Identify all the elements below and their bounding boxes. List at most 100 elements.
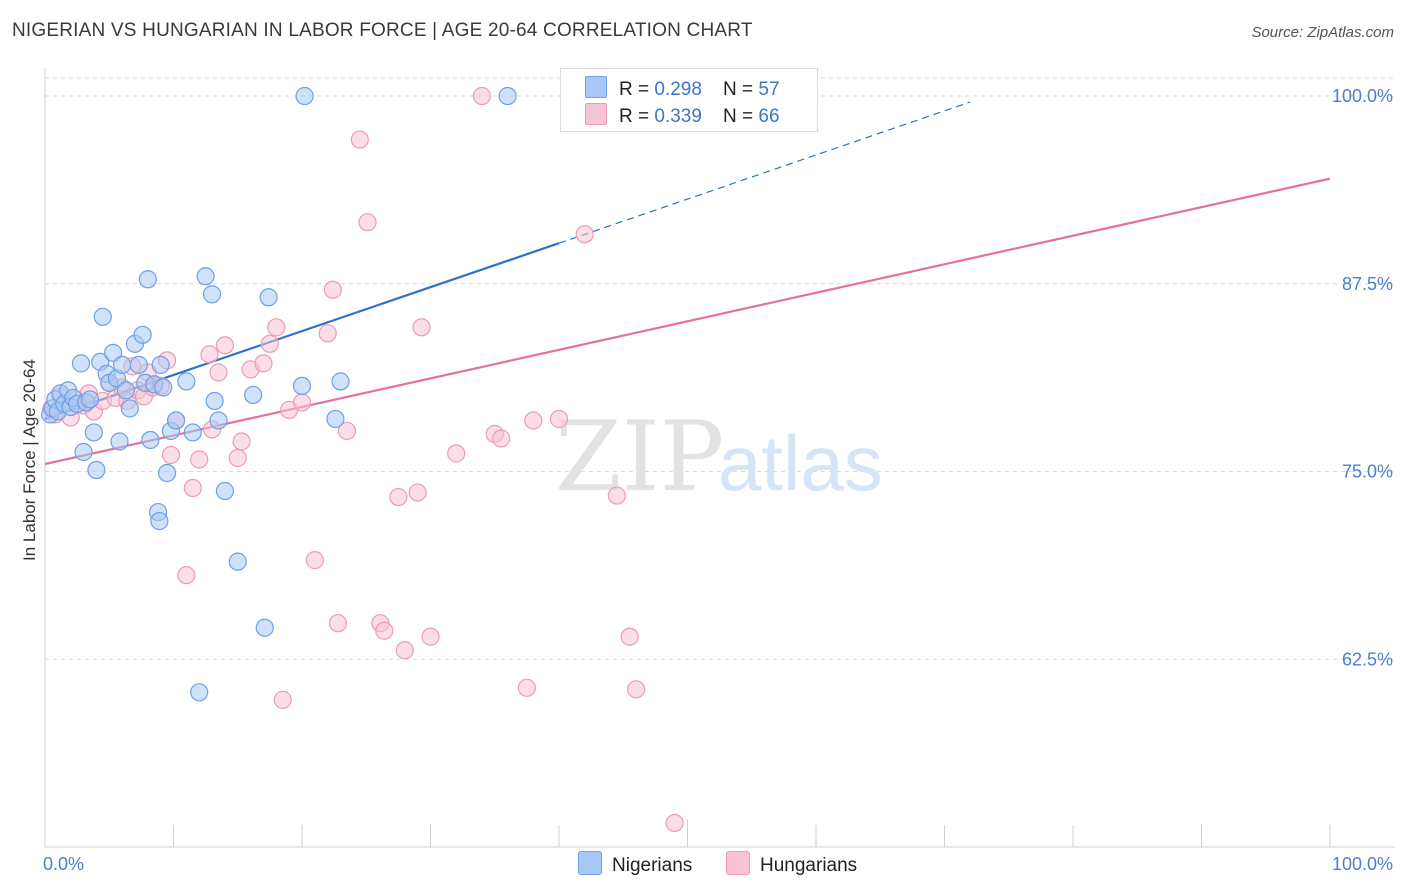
hungarian-point <box>358 213 377 232</box>
nigerian-point <box>295 86 314 106</box>
nigerians-legend-swatch <box>578 851 602 875</box>
hungarians-legend-label: Hungarians <box>760 855 858 876</box>
nigerians-swatch <box>585 76 607 98</box>
hungarian-point <box>395 641 414 660</box>
axes <box>44 68 1395 848</box>
data-points <box>41 86 723 833</box>
hungarian-point <box>549 409 569 429</box>
hungarian-point <box>620 627 639 646</box>
hungarians-r-value: 0.339 <box>654 106 702 127</box>
hungarian-point <box>228 448 247 468</box>
nigerian-point <box>71 354 91 373</box>
nigerian-point <box>331 372 350 391</box>
nigerians-legend-label: Nigerians <box>612 855 693 876</box>
nigerian-point <box>202 285 222 304</box>
nigerian-point <box>110 432 129 451</box>
nigerians-r-value: 0.298 <box>654 79 702 100</box>
nigerian-point <box>183 423 202 442</box>
nigerian-point <box>292 376 312 396</box>
nigerian-point <box>138 270 157 289</box>
nigerian-point <box>133 325 152 344</box>
legend-row-hungarians: R = 0.339 N = 66 <box>585 103 780 129</box>
hungarian-point <box>626 680 646 699</box>
legend-row-nigerians: R = 0.298 N = 57 <box>585 76 780 102</box>
hungarian-point <box>215 336 234 355</box>
hungarian-point <box>273 690 292 709</box>
correlation-legend: R = 0.298 N = 57 R = 0.339 N = 66 <box>560 68 818 132</box>
source-label: Source: ZipAtlas.com <box>1251 24 1394 41</box>
hungarian-point <box>447 444 466 463</box>
nigerian-point <box>154 378 173 397</box>
nigerian-point <box>259 288 278 307</box>
y-tick-label: 100.0% <box>1332 86 1393 106</box>
hungarian-point <box>267 318 286 337</box>
y-tick-label: 62.5% <box>1342 649 1393 669</box>
hungarian-point <box>328 614 348 633</box>
nigerian-point <box>209 411 228 430</box>
r-label: R = <box>619 106 655 127</box>
nigerian-point <box>326 409 345 429</box>
nigerian-point <box>93 307 112 326</box>
nigerian-point <box>196 267 215 286</box>
hungarian-point <box>472 86 491 106</box>
chart-title: NIGERIAN VS HUNGARIAN IN LABOR FORCE | A… <box>12 20 753 41</box>
nigerian-point <box>74 442 93 462</box>
nigerian-point <box>104 343 123 362</box>
hungarian-point <box>323 280 342 299</box>
hungarian-trend-line <box>44 177 1331 466</box>
nigerian-trend-extension <box>558 101 971 244</box>
nigerian-point <box>228 552 247 571</box>
y-tick-label: 87.5% <box>1342 274 1393 294</box>
x-tick-label-max: 100.0% <box>1332 854 1393 874</box>
nigerian-point <box>244 385 263 405</box>
nigerian-point <box>129 355 148 374</box>
hungarian-point <box>421 627 440 646</box>
nigerian-point <box>151 355 170 374</box>
hungarian-point <box>524 411 543 430</box>
nigerian-point <box>498 86 517 106</box>
hungarian-point <box>318 324 337 343</box>
hungarians-n-value: 66 <box>758 106 780 127</box>
hungarian-point <box>375 621 394 640</box>
hungarians-legend-swatch <box>726 851 750 875</box>
watermark-zip: ZIP <box>555 401 724 513</box>
n-label: N = <box>723 106 759 127</box>
nigerian-point <box>190 683 209 702</box>
hungarian-point <box>305 551 324 570</box>
hungarian-point <box>337 421 357 441</box>
hungarian-point <box>254 354 273 373</box>
hungarian-point <box>607 486 626 505</box>
hungarian-point <box>665 813 684 833</box>
hungarian-point <box>412 318 431 337</box>
r-label: R = <box>619 79 655 100</box>
hungarian-point <box>350 130 369 149</box>
nigerian-point <box>141 430 160 450</box>
hungarians-swatch <box>585 103 607 125</box>
nigerian-point <box>150 511 169 531</box>
n-label: N = <box>723 79 759 100</box>
nigerian-point <box>116 381 136 400</box>
nigerian-point <box>205 391 224 411</box>
hungarian-point <box>389 487 408 507</box>
nigerian-point <box>157 463 177 483</box>
nigerian-point <box>215 481 234 501</box>
hungarian-point <box>575 225 594 244</box>
hungarian-point <box>492 429 511 448</box>
hungarian-point <box>177 566 196 585</box>
hungarian-point <box>209 363 228 382</box>
nigerian-point <box>177 372 196 391</box>
y-tick-label: 75.0% <box>1342 462 1393 482</box>
x-tick-label-min: 0.0% <box>43 854 84 874</box>
bottom-legend-hungarians: Hungarians <box>726 851 857 877</box>
nigerians-n-value: 57 <box>758 79 780 100</box>
hungarian-point <box>232 432 251 451</box>
nigerian-point <box>84 423 103 442</box>
hungarian-point <box>183 478 202 498</box>
watermark-atlas: atlas <box>718 419 883 507</box>
nigerian-point <box>112 355 132 374</box>
nigerian-point <box>120 399 139 418</box>
nigerian-point <box>87 460 106 480</box>
nigerian-point <box>166 411 186 430</box>
nigerian-point <box>255 618 274 637</box>
